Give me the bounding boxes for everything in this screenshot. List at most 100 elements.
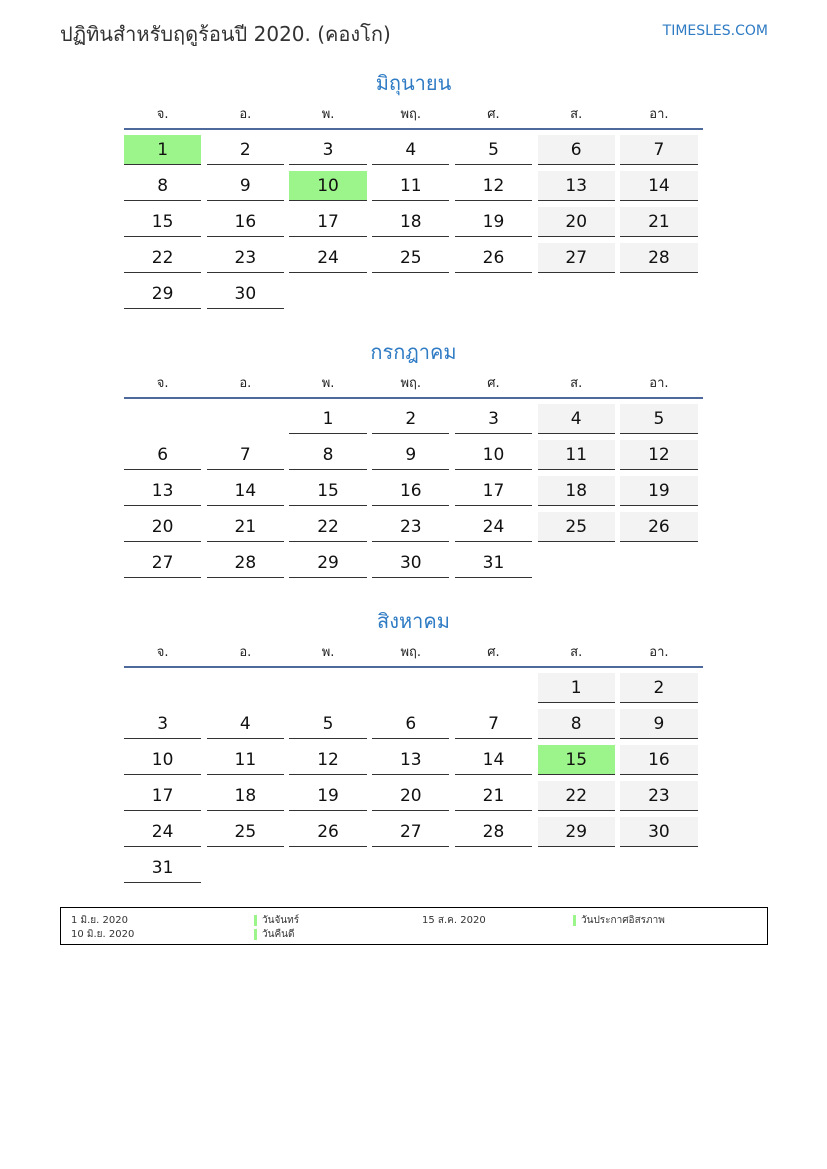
day-cell[interactable]: 11 <box>206 745 284 775</box>
day-cell[interactable]: 2 <box>372 404 450 434</box>
day-cell[interactable]: 12 <box>454 171 533 201</box>
week-row: 29 30 <box>124 279 703 315</box>
week-row: 17 18 19 20 21 22 23 <box>124 781 703 817</box>
day-cell[interactable]: 3 <box>454 404 533 434</box>
day-cell[interactable]: 27 <box>124 548 202 578</box>
day-cell[interactable]: 5 <box>289 709 367 739</box>
day-cell[interactable]: 29 <box>537 817 615 847</box>
day-cell[interactable]: 14 <box>206 476 284 506</box>
day-cell[interactable]: 26 <box>620 512 698 542</box>
day-cell[interactable]: 7 <box>206 440 284 470</box>
day-cell[interactable]: 10 <box>289 171 367 201</box>
day-cell[interactable]: 25 <box>372 243 450 273</box>
day-cell[interactable]: 23 <box>372 512 450 542</box>
day-cell[interactable]: 23 <box>620 781 698 811</box>
day-cell[interactable]: 13 <box>372 745 450 775</box>
day-cell[interactable]: 25 <box>206 817 284 847</box>
day-cell[interactable]: 19 <box>620 476 698 506</box>
month-calendar: สิงหาคม จ. อ. พ. พฤ. ศ. ส. อา. 1 2 3 4 5 6 7 8 9 10 11 12 13… <box>124 606 703 889</box>
day-cell[interactable]: 4 <box>372 135 450 165</box>
weekday-label: พ. <box>321 106 335 122</box>
day-cell[interactable]: 9 <box>620 709 698 739</box>
day-cell[interactable]: 20 <box>372 781 450 811</box>
day-cell[interactable]: 1 <box>537 673 615 703</box>
day-cell[interactable]: 14 <box>620 171 698 201</box>
day-cell[interactable]: 11 <box>372 171 450 201</box>
day-cell[interactable]: 31 <box>454 548 533 578</box>
day-cell[interactable]: 6 <box>124 440 202 470</box>
day-cell[interactable]: 14 <box>454 745 533 775</box>
day-cell[interactable]: 21 <box>206 512 284 542</box>
day-cell[interactable]: 6 <box>537 135 615 165</box>
day-cell[interactable]: 24 <box>289 243 367 273</box>
day-cell[interactable]: 15 <box>289 476 367 506</box>
day-cell[interactable]: 16 <box>372 476 450 506</box>
day-cell[interactable]: 29 <box>289 548 367 578</box>
day-cell[interactable]: 8 <box>124 171 202 201</box>
day-cell[interactable]: 7 <box>454 709 533 739</box>
day-cell[interactable]: 8 <box>537 709 615 739</box>
day-cell[interactable]: 27 <box>537 243 615 273</box>
day-cell[interactable]: 20 <box>124 512 202 542</box>
day-cell[interactable]: 22 <box>124 243 202 273</box>
day-cell[interactable]: 15 <box>537 745 615 775</box>
day-cell[interactable]: 1 <box>289 404 367 434</box>
day-cell[interactable]: 30 <box>372 548 450 578</box>
day-cell[interactable]: 24 <box>454 512 533 542</box>
day-cell[interactable]: 13 <box>124 476 202 506</box>
day-cell[interactable]: 4 <box>206 709 284 739</box>
day-cell[interactable]: 22 <box>537 781 615 811</box>
day-cell[interactable]: 16 <box>620 745 698 775</box>
day-cell[interactable]: 13 <box>537 171 615 201</box>
site-link[interactable]: TIMESLES.COM <box>662 23 768 39</box>
day-cell[interactable]: 26 <box>289 817 367 847</box>
day-cell[interactable]: 17 <box>454 476 533 506</box>
day-cell[interactable]: 5 <box>620 404 698 434</box>
day-cell[interactable]: 7 <box>620 135 698 165</box>
day-cell[interactable]: 28 <box>454 817 533 847</box>
day-cell[interactable]: 27 <box>372 817 450 847</box>
day-cell[interactable]: 2 <box>620 673 698 703</box>
day-cell[interactable]: 4 <box>537 404 615 434</box>
day-cell[interactable]: 11 <box>537 440 615 470</box>
day-cell[interactable]: 10 <box>454 440 533 470</box>
day-cell[interactable]: 3 <box>289 135 367 165</box>
day-cell[interactable]: 24 <box>124 817 202 847</box>
day-cell[interactable]: 6 <box>372 709 450 739</box>
day-cell[interactable]: 21 <box>454 781 533 811</box>
weekday-label: ส. <box>570 106 583 122</box>
weekday-label: ศ. <box>487 106 500 122</box>
day-cell <box>455 673 532 703</box>
day-cell[interactable]: 30 <box>206 279 284 309</box>
day-cell[interactable]: 19 <box>454 207 533 237</box>
day-cell[interactable]: 23 <box>206 243 284 273</box>
day-cell[interactable]: 9 <box>372 440 450 470</box>
day-cell[interactable]: 21 <box>620 207 698 237</box>
day-cell[interactable]: 20 <box>537 207 615 237</box>
day-cell[interactable]: 9 <box>206 171 284 201</box>
day-cell[interactable]: 17 <box>124 781 202 811</box>
day-cell[interactable]: 19 <box>289 781 367 811</box>
day-cell[interactable]: 12 <box>289 745 367 775</box>
day-cell[interactable]: 28 <box>620 243 698 273</box>
day-cell[interactable]: 15 <box>124 207 202 237</box>
day-cell[interactable]: 3 <box>124 709 202 739</box>
day-cell[interactable]: 28 <box>206 548 284 578</box>
day-cell[interactable]: 17 <box>289 207 367 237</box>
day-cell[interactable]: 2 <box>206 135 284 165</box>
day-cell[interactable]: 18 <box>206 781 284 811</box>
day-cell[interactable]: 26 <box>454 243 533 273</box>
day-cell[interactable]: 25 <box>537 512 615 542</box>
day-cell[interactable]: 16 <box>206 207 284 237</box>
day-cell[interactable]: 30 <box>620 817 698 847</box>
day-cell[interactable]: 31 <box>124 853 202 883</box>
day-cell[interactable]: 5 <box>454 135 533 165</box>
day-cell[interactable]: 18 <box>372 207 450 237</box>
day-cell[interactable]: 1 <box>124 135 202 165</box>
day-cell[interactable]: 22 <box>289 512 367 542</box>
day-cell[interactable]: 29 <box>124 279 202 309</box>
day-cell[interactable]: 8 <box>289 440 367 470</box>
day-cell[interactable]: 18 <box>537 476 615 506</box>
day-cell[interactable]: 12 <box>620 440 698 470</box>
day-cell[interactable]: 10 <box>124 745 202 775</box>
